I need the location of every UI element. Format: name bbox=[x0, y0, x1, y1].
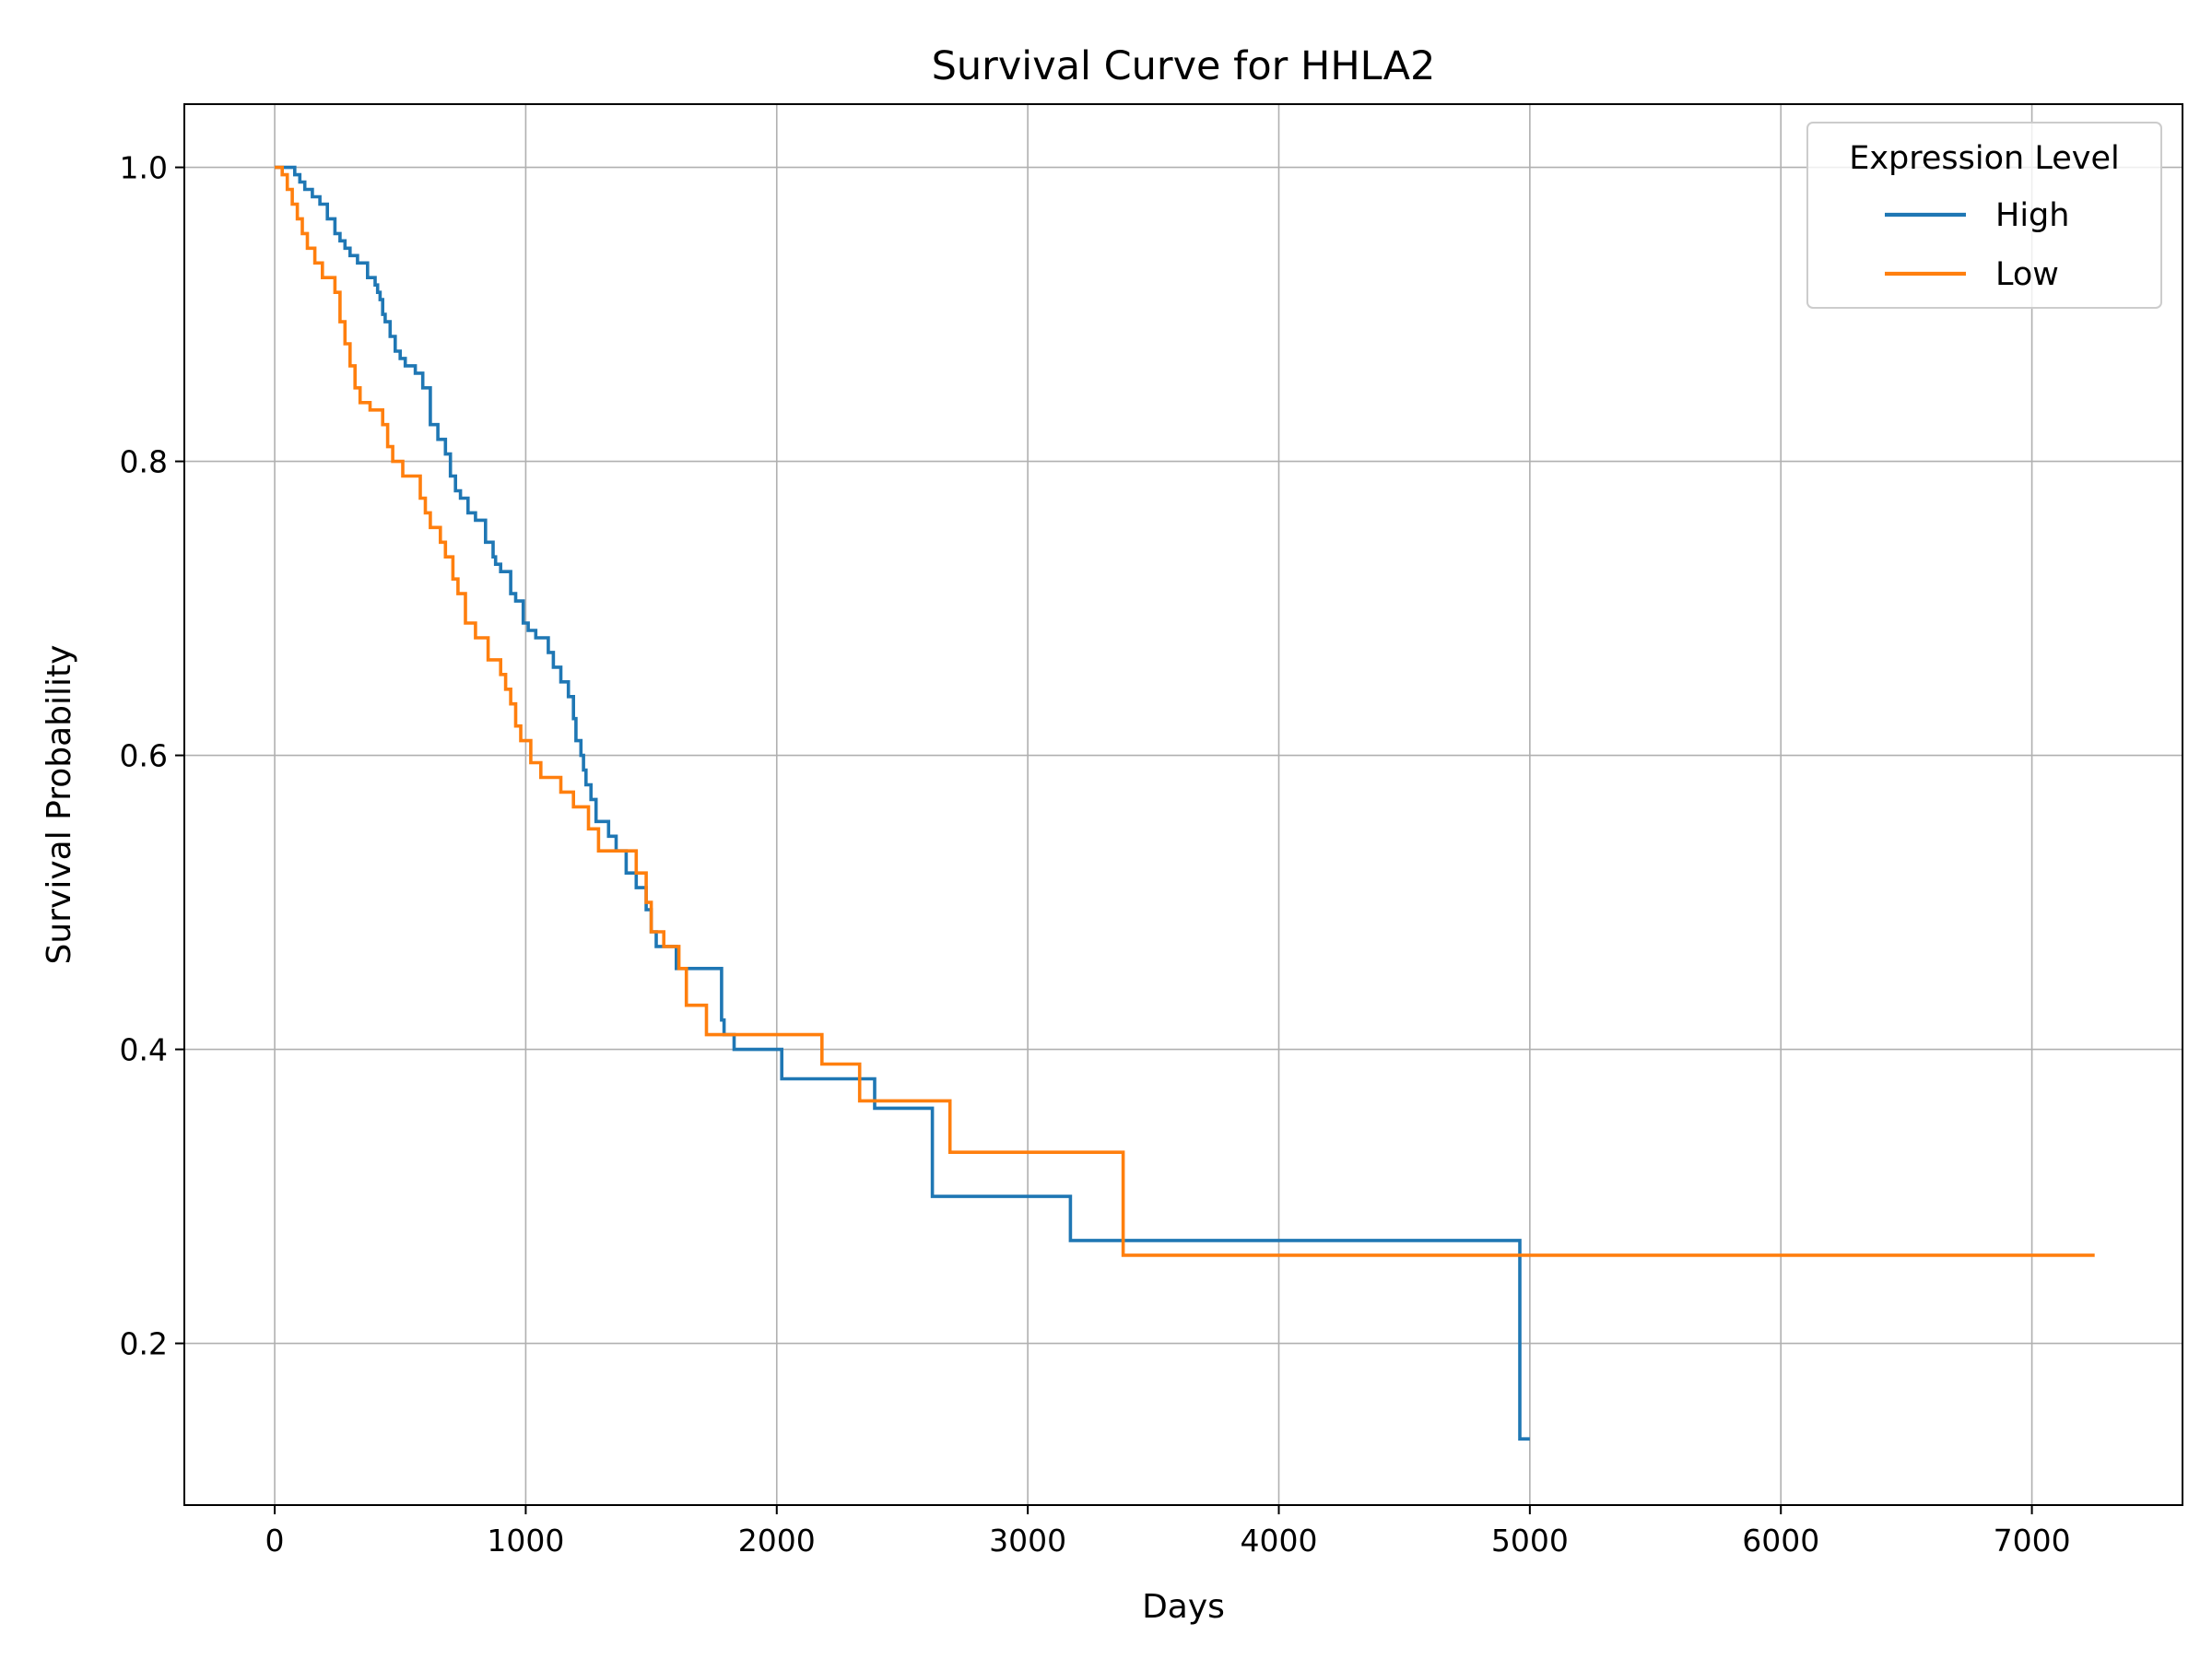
x-tick-label: 7000 bbox=[1994, 1523, 2071, 1559]
x-tick-label: 6000 bbox=[1742, 1523, 1819, 1559]
y-tick-label: 0.2 bbox=[120, 1326, 168, 1362]
x-tick-label: 5000 bbox=[1491, 1523, 1569, 1559]
x-tick-label: 1000 bbox=[487, 1523, 564, 1559]
legend-label-high: High bbox=[1995, 197, 2069, 234]
x-tick-label: 3000 bbox=[989, 1523, 1066, 1559]
legend-items: High Low bbox=[1885, 197, 2069, 293]
y-tick-label: 0.8 bbox=[120, 444, 168, 480]
y-tick-label: 0.4 bbox=[120, 1032, 168, 1068]
grid bbox=[184, 104, 2183, 1505]
chart-title: Survival Curve for HHLA2 bbox=[932, 43, 1436, 89]
series-line-high bbox=[275, 165, 1530, 1441]
series-lines bbox=[275, 165, 2095, 1441]
y-tick-label: 1.0 bbox=[120, 150, 168, 186]
x-axis-title: Days bbox=[1142, 1588, 1225, 1626]
x-tick-label: 0 bbox=[265, 1523, 285, 1559]
y-axis-title: Survival Probability bbox=[41, 645, 78, 965]
y-tick-label: 0.6 bbox=[120, 738, 168, 774]
x-tick-label: 4000 bbox=[1241, 1523, 1318, 1559]
axis-ticks: 0 1000 2000 3000 4000 5000 6000 7000 0.2 0.4 0.6 0.… bbox=[120, 150, 2071, 1559]
axes-frame bbox=[183, 103, 2183, 1506]
x-tick-label: 2000 bbox=[738, 1523, 816, 1559]
legend-label-low: Low bbox=[1995, 256, 2059, 293]
series-line-low bbox=[275, 165, 2095, 1257]
legend-title: Expression Level bbox=[1849, 140, 2120, 177]
legend: Expression Level High Low bbox=[1806, 122, 2162, 309]
legend-box bbox=[1806, 122, 2162, 309]
